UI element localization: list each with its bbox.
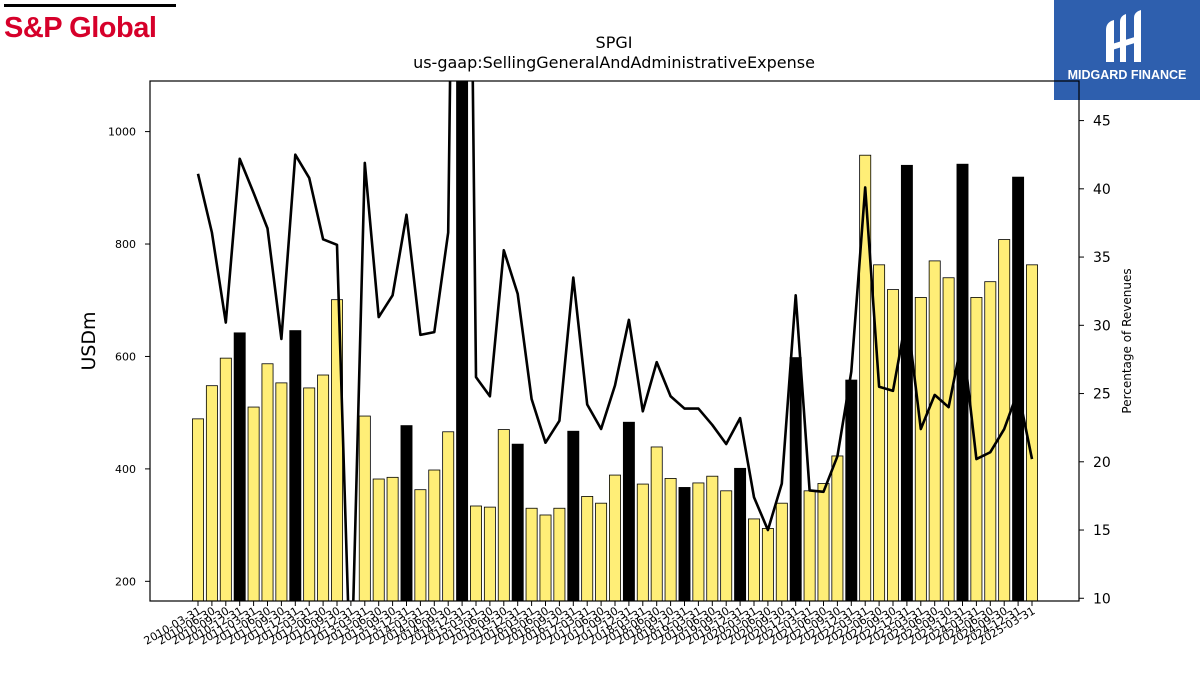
bar-2010-03-31 [192,418,204,601]
bar-2013-09-30 [386,476,399,601]
bar-2018-12-31 [678,487,691,601]
bar-2013-06-30 [372,478,385,601]
y2-tick-label: 40 [1093,182,1111,198]
bar-2015-12-31 [511,443,524,601]
bar-2017-12-31 [622,421,635,601]
bar-2015-03-31 [470,505,482,601]
bar-2017-06-30 [595,502,608,601]
bar-2022-09-30 [887,289,899,601]
y-tick-label: 200 [115,575,136,588]
bar-2019-12-31 [734,467,747,601]
bar-2011-09-30 [275,382,288,601]
bar-2019-09-30 [720,490,733,601]
y2-tick-label: 25 [1093,387,1111,403]
y-tick-label: 1000 [108,126,136,139]
x-axis-ticks: 2010-03-312010-06-302010-09-302010-12-31… [142,601,1038,648]
bar-2016-09-30 [553,507,566,601]
bar-2020-09-30 [775,502,788,601]
bar-2021-03-31 [803,490,816,601]
bar-2018-09-30 [664,478,677,601]
sp-global-logo: S&P Global [4,4,180,48]
percentage-of-revenues-line [196,81,1034,601]
y2-tick-label: 20 [1093,455,1111,471]
bar-2016-12-31 [567,430,580,601]
bar-2011-03-31 [247,406,260,601]
bar-2014-09-30 [442,431,455,601]
bar-2015-06-30 [483,506,496,601]
y-tick-label: 600 [115,350,136,363]
sp-global-logo-text: S&P Global [4,12,157,44]
y2-tick-label: 45 [1093,114,1111,130]
bar-2010-09-30 [219,357,232,601]
y-tick-label: 800 [115,238,136,251]
bar-2018-06-30 [650,446,663,601]
bar-2013-12-31 [400,425,413,601]
bar-2021-06-30 [817,483,830,601]
y2-tick-label: 15 [1093,523,1111,539]
bar-2013-03-31 [358,415,371,601]
y-axis-label: USDm [78,311,100,370]
bar-2014-12-31 [456,81,469,601]
left-axis-ticks: 200 400 600 800 1000 [108,126,150,588]
bar-2023-03-31 [914,297,927,601]
bar-2023-12-31 [956,163,969,601]
bar-2011-06-30 [261,363,274,601]
bar-2021-12-31 [845,379,858,601]
bar-2015-09-30 [497,429,510,601]
midgard-logo-text: MIDGARD FINANCE [1067,68,1187,82]
bar-2024-06-30 [984,281,997,601]
bar-2011-12-31 [289,330,302,601]
bar-2020-12-31 [789,357,802,601]
bar-series [192,81,1038,601]
midgard-finance-logo: MIDGARD FINANCE [1054,0,1200,100]
bar-2019-06-30 [706,475,719,601]
bar-2017-03-31 [581,496,594,601]
logo-bar [4,4,176,7]
right-axis-ticks: 10 15 20 25 30 35 40 45 [1079,114,1111,607]
bar-2010-06-30 [205,385,218,601]
midgard-logo-mark [1054,0,1200,100]
y2-axis-label: Percentage of Revenues [1120,268,1134,413]
bar-2019-03-31 [692,482,705,601]
bar-2020-03-31 [748,518,760,601]
bar-2024-12-31 [1012,176,1025,601]
bar-2021-09-30 [831,455,844,601]
bar-2022-06-30 [873,264,886,601]
bar-2018-03-31 [636,483,649,601]
y2-tick-label: 35 [1093,250,1111,266]
bar-2010-12-31 [233,332,246,601]
bar-2023-06-30 [928,260,941,601]
bar-2016-06-30 [539,514,552,601]
bar-2014-06-30 [428,469,441,601]
bar-2014-03-31 [414,489,427,601]
bar-2023-09-30 [942,277,955,601]
bar-2012-06-30 [317,374,330,601]
bar-2017-09-30 [609,474,621,601]
bar-2020-06-30 [761,528,774,601]
bar-2016-03-31 [525,507,538,601]
y2-tick-label: 30 [1093,318,1111,334]
chart-subtitle: us-gaap:SellingGeneralAndAdministrativeE… [413,53,815,72]
bar-2022-12-31 [900,164,913,601]
bar-2012-03-31 [303,387,316,601]
y2-tick-label: 10 [1093,591,1111,607]
chart-title: SPGI [596,33,633,52]
bar-2024-09-30 [998,239,1011,601]
bar-2022-03-31 [859,154,872,601]
y-tick-label: 400 [115,463,136,476]
